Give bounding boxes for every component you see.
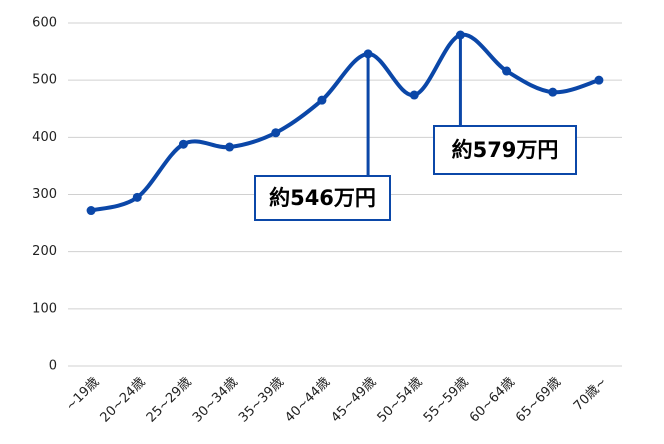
point bbox=[225, 142, 235, 152]
point bbox=[363, 49, 373, 59]
point bbox=[502, 66, 512, 76]
x-tick-label: 35~39歳 bbox=[236, 375, 287, 426]
point bbox=[548, 87, 558, 97]
x-tick-label: ~19歳 bbox=[63, 375, 102, 414]
point bbox=[409, 90, 419, 100]
x-tick-label: 50~54歳 bbox=[375, 375, 426, 426]
point bbox=[317, 95, 327, 105]
y-tick-label: 0 bbox=[49, 359, 57, 374]
y-tick-label: 100 bbox=[32, 301, 57, 316]
x-tick-label: 65~69歳 bbox=[513, 375, 564, 426]
point bbox=[178, 139, 188, 149]
x-tick-label: 25~29歳 bbox=[144, 375, 195, 426]
y-tick-label: 200 bbox=[32, 244, 57, 259]
x-tick-label: 20~24歳 bbox=[98, 375, 149, 426]
x-tick-label: 70歳~ bbox=[571, 375, 610, 414]
y-tick-label: 600 bbox=[32, 16, 57, 31]
annotation-box bbox=[433, 125, 577, 175]
y-tick-label: 500 bbox=[32, 73, 57, 88]
y-tick-label: 400 bbox=[32, 130, 57, 145]
annotation: 約546万円 bbox=[269, 186, 376, 210]
x-tick-label: 40~44歳 bbox=[282, 375, 333, 426]
point bbox=[271, 128, 281, 138]
point bbox=[132, 192, 142, 202]
annotation-box bbox=[254, 175, 391, 221]
x-tick-label: 60~64歳 bbox=[467, 375, 518, 426]
point bbox=[455, 30, 465, 40]
x-tick-label: 55~59歳 bbox=[421, 375, 472, 426]
x-tick-label: 45~49歳 bbox=[328, 375, 379, 426]
x-tick-label: 30~34歳 bbox=[190, 375, 241, 426]
point bbox=[594, 75, 604, 85]
point bbox=[86, 206, 96, 216]
y-tick-label: 300 bbox=[32, 187, 57, 202]
annotation: 約579万円 bbox=[452, 138, 559, 162]
